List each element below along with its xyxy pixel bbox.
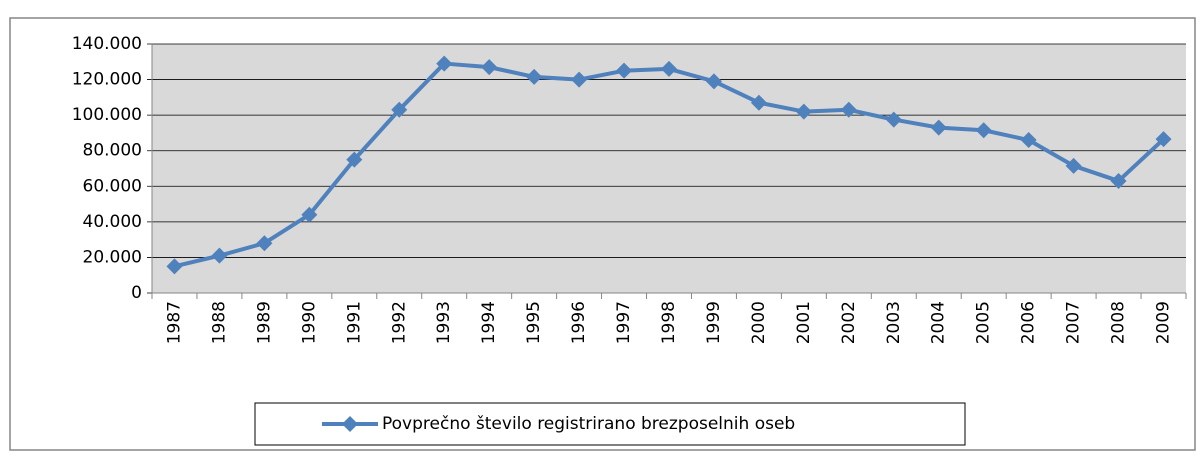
legend-marker — [342, 416, 358, 432]
marker — [1065, 157, 1082, 174]
marker — [705, 73, 722, 90]
marker — [1155, 131, 1172, 148]
marker — [885, 111, 902, 128]
marker — [301, 206, 318, 223]
x-tick-label: 2007 — [1064, 301, 1084, 344]
x-tick-label: 2000 — [749, 301, 769, 344]
y-tick-label: 60.000 — [83, 176, 142, 196]
marker — [436, 55, 453, 72]
marker — [256, 235, 273, 252]
x-tick-label: 1996 — [569, 301, 589, 344]
x-tick-label: 1988 — [209, 301, 229, 344]
x-tick-label: 2002 — [839, 301, 859, 344]
marker — [750, 94, 767, 111]
x-tick-label: 1999 — [704, 301, 724, 344]
x-tick-label: 1987 — [164, 301, 184, 344]
marker — [616, 62, 633, 79]
y-tick-label: 40.000 — [83, 212, 142, 232]
legend-label: Povprečno število registrirano brezposel… — [382, 414, 795, 434]
x-tick-label: 1997 — [614, 301, 634, 344]
x-tick-label: 2001 — [794, 301, 814, 344]
marker — [166, 258, 183, 275]
x-tick-label: 2003 — [884, 301, 904, 344]
plot-area — [152, 44, 1186, 293]
x-tick-label: 2004 — [929, 301, 949, 344]
marker — [930, 119, 947, 136]
y-tick-label: 140.000 — [72, 34, 142, 54]
marker — [391, 101, 408, 118]
marker — [795, 103, 812, 120]
y-tick-label: 0 — [131, 283, 142, 303]
marker — [481, 59, 498, 76]
x-tick-label: 1993 — [434, 301, 454, 344]
x-tick-label: 1989 — [254, 301, 274, 344]
x-tick-label: 2008 — [1109, 301, 1129, 344]
marker — [211, 247, 228, 264]
marker — [1110, 172, 1127, 189]
y-tick-label: 80.000 — [83, 141, 142, 161]
x-tick-label: 2006 — [1019, 301, 1039, 344]
marker — [346, 151, 363, 168]
y-tick-label: 120.000 — [72, 70, 142, 90]
marker — [975, 122, 992, 139]
marker — [1020, 132, 1037, 149]
x-tick-label: 1995 — [524, 301, 544, 344]
x-tick-label: 1998 — [659, 301, 679, 344]
x-tick-label: 1994 — [479, 301, 499, 344]
marker — [526, 68, 543, 85]
y-tick-label: 100.000 — [72, 105, 142, 125]
y-tick-label: 20.000 — [83, 247, 142, 267]
marker — [571, 71, 588, 88]
x-tick-label: 2005 — [974, 301, 994, 344]
x-tick-label: 1991 — [344, 301, 364, 344]
x-tick-label: 2009 — [1154, 301, 1174, 344]
marker — [840, 101, 857, 118]
marker — [661, 60, 677, 77]
x-tick-label: 1992 — [389, 301, 409, 344]
x-tick-label: 1990 — [299, 301, 319, 344]
